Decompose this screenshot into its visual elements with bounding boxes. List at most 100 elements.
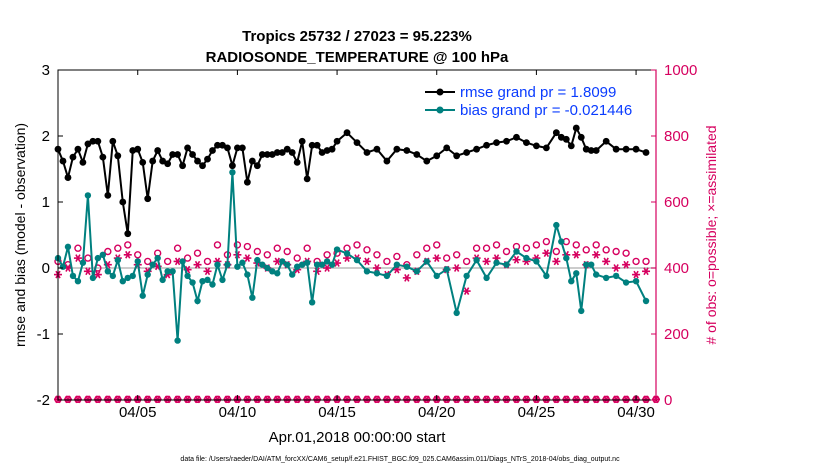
bias-point (423, 258, 430, 265)
obs-possible-marker (452, 251, 461, 259)
rmse-point (552, 129, 560, 137)
bias-point (149, 261, 156, 268)
x-tick-label: 04/05 (119, 404, 157, 421)
obs-assimilated-stroke (324, 264, 330, 272)
obs-assimilated-marker (203, 267, 212, 276)
bias-point (393, 261, 401, 268)
bias-point (568, 278, 575, 285)
obs-baseline-marker (243, 395, 252, 404)
rmse-point (443, 144, 451, 152)
obs-baseline-marker (113, 395, 122, 404)
rmse-point (238, 144, 246, 152)
obs-baseline-marker (562, 395, 571, 404)
obs-possible-marker (492, 241, 501, 249)
obs-baseline-stroke (503, 395, 510, 404)
rmse-point (577, 133, 585, 141)
obs-baseline-marker (552, 395, 561, 404)
obs-assimilated-stroke (553, 257, 560, 266)
y-right-tick-label: 800 (664, 128, 689, 145)
obs-baseline-stroke (154, 395, 161, 404)
rmse-point (214, 141, 221, 149)
bias-point (473, 256, 480, 264)
obs-possible-marker (263, 251, 271, 259)
bias-point (209, 281, 216, 288)
rmse-point (229, 162, 236, 170)
rmse-point (263, 151, 271, 158)
rmse-point (373, 145, 381, 153)
obs-baseline-stroke (184, 395, 191, 404)
bias-point (563, 254, 570, 262)
bias-point (533, 258, 540, 265)
obs-assimilated-marker (452, 264, 461, 272)
obs-assimilated-stroke (364, 257, 370, 266)
bias-point (483, 274, 490, 282)
rmse-point (393, 145, 401, 153)
obs-possible-marker (283, 247, 291, 256)
bias-point (289, 271, 296, 278)
obs-baseline-marker (173, 395, 182, 404)
bias-point (199, 278, 206, 285)
rmse-point (533, 142, 540, 150)
obs-baseline-stroke (364, 395, 370, 404)
obs-assimilated-marker (482, 257, 491, 266)
obs-possible-marker (163, 257, 172, 266)
x-axis-label: Apr.01,2018 00:00:00 start (269, 429, 447, 446)
rmse-point (114, 152, 122, 160)
obs-assimilated-marker (542, 249, 551, 258)
obs-assimilated-stroke (453, 264, 460, 272)
rmse-point (174, 151, 182, 158)
rmse-point (124, 230, 132, 238)
rmse-point (109, 137, 117, 145)
obs-baseline-marker (512, 395, 521, 404)
rmse-point (298, 137, 306, 145)
obs-baseline-marker (203, 395, 212, 404)
obs-baseline-stroke (563, 395, 569, 404)
obs-possible-marker (383, 257, 391, 266)
obs-baseline-marker (442, 395, 451, 404)
obs-baseline-stroke (254, 395, 261, 404)
obs-possible-marker (622, 249, 630, 257)
bias-point (543, 272, 550, 280)
bias-point (259, 261, 266, 268)
obs-baseline-stroke (483, 395, 490, 404)
rmse-point (572, 124, 580, 132)
bias-point (553, 221, 560, 229)
obs-baseline-stroke (214, 395, 221, 404)
rmse-point (483, 141, 490, 149)
plot-area (58, 70, 656, 400)
legend-rmse-marker (436, 88, 444, 96)
obs-assimilated-stroke (194, 260, 201, 269)
rmse-point (59, 157, 67, 165)
obs-baseline-stroke (174, 395, 181, 404)
obs-baseline-marker (263, 395, 272, 404)
bias-point (642, 297, 650, 305)
obs-possible-marker (373, 251, 381, 259)
obs-baseline-marker (103, 395, 112, 404)
obs-baseline-marker (592, 395, 601, 404)
obs-possible-marker (273, 244, 281, 252)
rmse-point (184, 144, 191, 152)
footer-data-file: data file: /Users/raeder/DAI/ATM_forcXX/… (180, 456, 620, 463)
obs-baseline-stroke (344, 395, 350, 404)
bias-point (523, 254, 530, 262)
obs-baseline-stroke (424, 395, 430, 404)
rmse-point (328, 145, 336, 153)
rmse-point (622, 145, 630, 153)
obs-possible-marker (502, 247, 511, 256)
obs-assimilated-marker (512, 255, 521, 264)
bias-point (74, 278, 82, 285)
obs-baseline-marker (402, 395, 411, 404)
chart-title-line2: RADIOSONDE_TEMPERATURE @ 100 hPa (206, 49, 509, 66)
obs-baseline-marker (303, 395, 312, 404)
chart-title-line1: Tropics 25732 / 27023 = 95.223% (242, 28, 472, 45)
obs-baseline-stroke (244, 395, 251, 404)
obs-baseline-stroke (643, 395, 649, 404)
bias-point (59, 263, 67, 270)
obs-possible-marker (462, 257, 471, 266)
bias-point (94, 254, 102, 262)
bias-point (119, 278, 126, 285)
obs-assimilated-stroke (174, 257, 181, 266)
bias-point (303, 259, 311, 266)
rmse-point (602, 137, 610, 145)
